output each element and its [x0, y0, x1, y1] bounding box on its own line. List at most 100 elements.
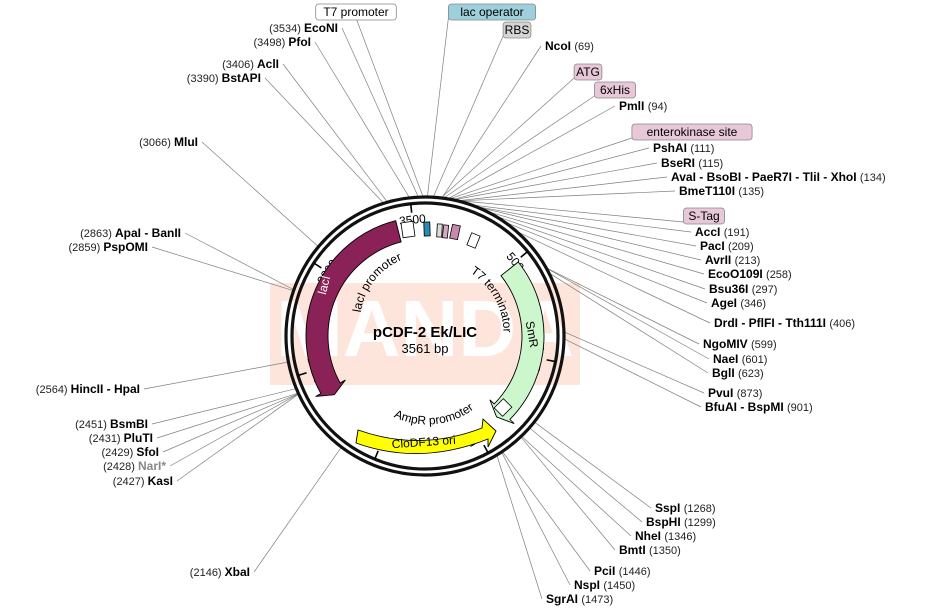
enterokinase-site-label: enterokinase site [647, 125, 738, 139]
enzyme-label: (2564) HincII - HpaI [36, 382, 140, 396]
enzyme-label: (2859) PspOMI [68, 240, 148, 254]
enzyme-leader [529, 427, 643, 523]
enzyme-leader [314, 41, 410, 199]
feature-arcs: lacI SmR CloDF13 ori [305, 220, 545, 454]
enzyme-leader [475, 206, 702, 261]
enzyme-site-acli: (3406) AclI [222, 57, 279, 71]
enzyme-leader [546, 267, 710, 360]
enzyme-label: PmlI (94) [619, 99, 667, 113]
6xhis-box [594, 81, 636, 99]
s-tag-leader [461, 200, 684, 223]
enzyme-site-nhei: NheI (1346) [635, 529, 696, 543]
enzyme-leader [496, 454, 543, 600]
enzyme-leader [156, 392, 299, 439]
enzyme-site-nspi: NspI (1450) [574, 578, 635, 592]
enzyme-label: NcoI (69) [545, 39, 594, 53]
enzyme-label: NgoMIV (599) [703, 337, 777, 351]
enzyme-site-apai-banii: (2863) ApaI - BanII [80, 226, 181, 240]
enzyme-site-pvui: PvuI (873) [708, 386, 762, 400]
enzyme-site-xbai: (2146) XbaI [190, 565, 250, 579]
enzyme-leader [516, 230, 711, 324]
lac-operator-mark [423, 221, 431, 237]
enzyme-label: (2146) XbaI [190, 565, 250, 579]
enzyme-site-ncoi: NcoI (69) [545, 39, 594, 53]
enzyme-label: SgrAI (1473) [546, 592, 613, 606]
enzyme-label: (2451) BsmBI [75, 417, 148, 431]
enzyme-leader [441, 45, 542, 199]
enzyme-label: BmtI (1350) [619, 543, 681, 557]
enzyme-leader [143, 361, 289, 390]
enzyme-label: (3534) EcoNI [269, 21, 338, 35]
enzyme-leader [169, 393, 299, 467]
enzyme-site-bfuai-bspmi: BfuAI - BspMI (901) [705, 400, 813, 414]
enzyme-label: PacI (209) [700, 239, 754, 253]
enzyme-label: AvaI - BsoBI - PaeR7I - TliI - XhoI (134… [671, 170, 886, 184]
enzyme-label: (2427) KasI [113, 474, 173, 488]
enzyme-site-pspomi: (2859) PspOMI [68, 240, 148, 254]
enzyme-leader [521, 435, 632, 537]
enzyme-label: AvrII (213) [705, 253, 760, 267]
t7-terminator-mark [466, 232, 481, 249]
enzyme-site-bgli: BglI (623) [712, 366, 764, 380]
enzyme-leader [341, 27, 419, 198]
enzyme-site-sgrai: SgrAI (1473) [546, 592, 613, 606]
enzyme-leader [520, 436, 616, 551]
tick-1000 [546, 359, 556, 363]
enzyme-leader [502, 451, 591, 572]
enzyme-site-bstapi: (3390) BstAPI [187, 71, 261, 85]
enzyme-label: AgeI (346) [711, 296, 766, 310]
enzyme-label: BseRI (115) [661, 156, 723, 170]
lacI-label: lacI [315, 274, 333, 296]
enzyme-label: NaeI (601) [713, 352, 767, 366]
enzyme-labels: (3534) EcoNI(3498) PfoI (3406) AclI(3390)… [36, 21, 886, 606]
CloDF13-ori-arc [355, 418, 497, 454]
enzyme-leader [201, 141, 319, 247]
enzyme-label: (2428) NarI* [103, 459, 166, 473]
enzyme-leader [457, 190, 676, 202]
enzyme-site-sfoi: (2429) SfoI [101, 445, 159, 459]
enzyme-leader [151, 388, 297, 425]
enzyme-label: SspI (1268) [655, 501, 715, 515]
enzyme-site-pmli: PmlI (94) [619, 99, 667, 113]
backbone-outer [284, 195, 566, 477]
tick-1500 [483, 444, 489, 454]
enzyme-site-acci: AccI (191) [695, 225, 749, 239]
enzyme-leader [501, 451, 571, 586]
enterokinase-mark [449, 223, 461, 241]
s-tag-box [683, 207, 725, 225]
atg-label: ATG [576, 65, 600, 79]
enzyme-leader [534, 421, 652, 509]
lac-operator-label: lac operator [460, 5, 523, 19]
enzyme-label: (3066) MluI [139, 135, 198, 149]
enzyme-leader [176, 393, 299, 482]
enzyme-label: (2431) PluTI [89, 431, 153, 445]
tick-2000 [374, 450, 379, 460]
enzyme-leader [494, 215, 706, 290]
enzyme-leader [282, 63, 388, 203]
enzyme-site-paci: PacI (209) [700, 239, 754, 253]
6xhis-label: 6xHis [600, 83, 630, 97]
enzyme-site-bsphi: BspHI (1299) [646, 515, 716, 529]
enzyme-leader [184, 232, 295, 291]
lacI-arc [305, 220, 402, 397]
enzyme-site-pcii: PciI (1446) [594, 564, 650, 578]
enzyme-site-naei: NaeI (601) [713, 352, 767, 366]
enzyme-label: BmeT110I (135) [679, 184, 764, 198]
SmR-label: SmR [523, 320, 541, 349]
enzyme-site-avai-bsobi-paer7i-tlii-xhoi: AvaI - BsoBI - PaeR7I - TliI - XhoI (134… [671, 170, 886, 184]
enzyme-site-hincii-hpai: (2564) HincII - HpaI [36, 382, 140, 396]
enzyme-site-ngomiv: NgoMIV (599) [703, 337, 777, 351]
t7-promoter-box [315, 3, 397, 21]
enzyme-leader [162, 393, 299, 453]
enzyme-label: BfuAI - BspMI (901) [705, 400, 813, 414]
enzyme-site-pfoi: (3498) PfoI [253, 35, 311, 49]
enzyme-leader [545, 267, 700, 345]
6xhis-leader [444, 95, 595, 198]
enzyme-leader [447, 105, 616, 200]
enzyme-label: PvuI (873) [708, 386, 762, 400]
enzyme-site-sspi: SspI (1268) [655, 501, 715, 515]
enzyme-site-pshai: PshAI (111) [653, 141, 714, 155]
enzyme-site-drdi-pflfi-tth111i: DrdI - PflFI - Tth111I (406) [714, 316, 855, 330]
enzyme-label: (2863) ApaI - BanII [80, 226, 181, 240]
